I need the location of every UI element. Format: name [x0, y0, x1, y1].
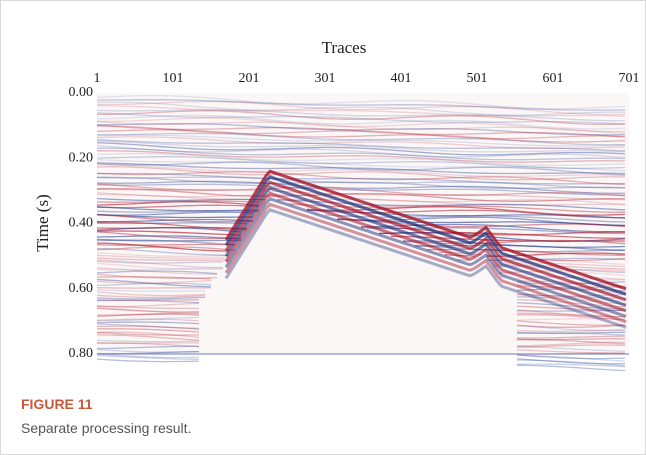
- x-tick-label: 301: [315, 71, 336, 86]
- reflection: [96, 162, 626, 175]
- reflection: [97, 99, 625, 111]
- reflection: [96, 101, 626, 116]
- reflection: [96, 156, 626, 170]
- reflection: [96, 142, 626, 156]
- reflection: [97, 312, 626, 326]
- reflection: [97, 164, 626, 178]
- reflection: [96, 110, 626, 125]
- reflection: [96, 331, 626, 347]
- x-tick-label: 401: [391, 71, 412, 86]
- reflection: [97, 345, 626, 360]
- reflection: [96, 342, 626, 354]
- figure-label: FIGURE 11: [21, 396, 93, 412]
- y-tick-label: 0.60: [69, 281, 94, 296]
- y-tick-label: 0.00: [69, 85, 94, 100]
- x-tick-label: 201: [239, 71, 260, 86]
- reflection: [96, 132, 625, 146]
- reflection: [96, 161, 626, 176]
- reflection: [96, 354, 626, 368]
- y-tick-label: 0.80: [69, 346, 94, 361]
- reflection: [96, 144, 626, 159]
- reflection: [96, 136, 626, 150]
- reflection: [96, 166, 626, 181]
- reflection: [96, 191, 626, 206]
- reflection: [96, 282, 626, 297]
- reflection: [96, 278, 626, 292]
- reflection: [96, 171, 626, 186]
- y-tick-label: 0.20: [69, 150, 94, 165]
- reflection: [97, 230, 626, 242]
- reflection: [96, 180, 625, 194]
- reflection: [96, 140, 626, 153]
- reflection: [96, 318, 626, 333]
- main-event: [224, 169, 627, 291]
- reflection: [96, 316, 626, 332]
- reflection: [96, 153, 626, 167]
- reflection: [96, 358, 626, 372]
- reflection: [96, 129, 626, 143]
- main-event: [224, 202, 627, 324]
- reflection: [96, 176, 625, 189]
- reflection: [96, 172, 625, 185]
- reflection: [97, 123, 626, 136]
- reflection: [96, 328, 625, 341]
- reflection: [97, 150, 626, 163]
- reflection: [96, 323, 626, 336]
- reflection: [96, 112, 626, 125]
- main-event: [224, 208, 627, 329]
- reflection: [96, 120, 626, 134]
- reflection: [96, 109, 626, 122]
- reflection: [96, 302, 626, 318]
- figure-caption: Separate processing result.: [21, 420, 192, 436]
- reflection: [96, 308, 626, 321]
- seismic-texture: [96, 93, 629, 372]
- main-event: [224, 191, 627, 313]
- reflection: [96, 114, 626, 130]
- main-event: [224, 197, 627, 318]
- reflection: [96, 104, 626, 117]
- reflection: [96, 134, 625, 147]
- reflection: [97, 100, 626, 116]
- main-event: [224, 186, 627, 307]
- x-tick-label: 101: [163, 71, 184, 86]
- reflection: [96, 188, 626, 201]
- main-event: [224, 180, 627, 302]
- reflection: [96, 94, 626, 110]
- reflection: [96, 325, 626, 339]
- reflection: [96, 339, 626, 352]
- reflection: [96, 183, 626, 197]
- x-tick-label: 501: [467, 71, 488, 86]
- reflection: [96, 353, 626, 367]
- reflection: [96, 158, 626, 172]
- reflection: [96, 187, 625, 202]
- chart-title: Traces: [322, 38, 367, 57]
- y-tick-label: 0.40: [69, 216, 94, 231]
- reflection: [96, 183, 625, 196]
- x-tick-label: 701: [619, 71, 640, 86]
- reflection: [96, 305, 626, 318]
- reflection: [96, 334, 626, 348]
- reflection: [96, 307, 626, 321]
- reflection: [96, 260, 626, 274]
- x-tick-label: 601: [543, 71, 564, 86]
- reflection: [96, 139, 626, 152]
- y-axis-title: Time (s): [33, 194, 52, 251]
- reflection: [96, 321, 626, 334]
- reflection: [97, 176, 626, 189]
- chart: Traces Time (s) 1 101 201 301 401 501 601 701 0.…: [33, 38, 640, 372]
- reflection: [96, 348, 626, 362]
- reflection: [96, 124, 626, 138]
- reflection: [97, 125, 626, 140]
- reflection: [96, 331, 626, 345]
- reflection: [96, 296, 626, 310]
- main-event: [224, 175, 627, 296]
- x-tick-label: 1: [94, 71, 101, 86]
- reflection: [97, 117, 626, 133]
- reflection: [96, 313, 626, 328]
- reflection: [97, 147, 626, 161]
